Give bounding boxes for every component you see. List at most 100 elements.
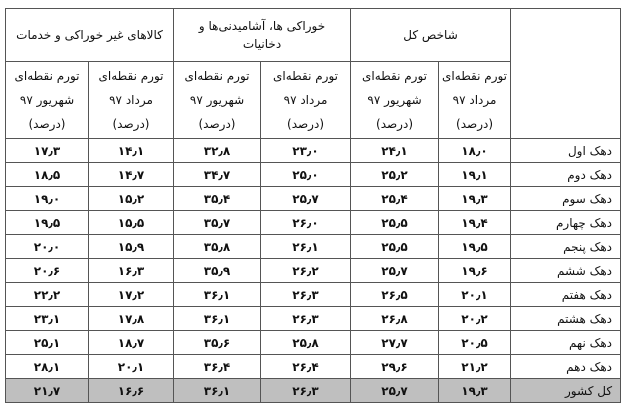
header-line: (درصد) [198, 117, 236, 131]
table-row: دهک نهم ۲۰٫۵ ۲۷٫۷ ۲۵٫۸ ۳۵٫۶ ۱۸٫۷ ۲۵٫۱ [5, 330, 622, 355]
group-header: خوراکی ها، آشامیدنی‌ها و دخانیات [172, 8, 352, 62]
value-cell: ۳۴٫۷ [172, 162, 262, 187]
value-cell: ۳۵٫۸ [172, 234, 262, 259]
header-line: تورم نقطه‌ای [362, 69, 428, 83]
header-line: (درصد) [287, 117, 325, 131]
value-cell: ۲۶٫۳ [260, 378, 352, 403]
table-row: دهک چهارم ۱۹٫۴ ۲۵٫۵ ۲۶٫۰ ۳۵٫۷ ۱۵٫۵ ۱۹٫۵ [5, 210, 622, 235]
value-cell: ۲۳٫۰ [260, 138, 352, 163]
table-row: دهک ششم ۱۹٫۶ ۲۵٫۷ ۲۶٫۲ ۳۵٫۹ ۱۶٫۳ ۲۰٫۶ [5, 258, 622, 283]
value-cell: ۳۵٫۶ [172, 330, 262, 355]
value-cell: ۱۸٫۰ [438, 138, 512, 163]
header-line: (درصد) [456, 117, 494, 131]
row-label: دهک چهارم [510, 210, 622, 235]
value-cell: ۱۸٫۷ [88, 330, 174, 355]
value-cell: ۲۵٫۵ [350, 234, 440, 259]
value-cell: ۲۷٫۷ [350, 330, 440, 355]
header-line: (درصد) [112, 117, 150, 131]
value-cell: ۱۹٫۵ [5, 210, 89, 235]
value-cell: ۲۹٫۶ [350, 354, 440, 379]
value-cell: ۱۶٫۳ [88, 258, 174, 283]
table-row: دهک سوم ۱۹٫۳ ۲۵٫۴ ۲۵٫۷ ۳۵٫۴ ۱۵٫۲ ۱۹٫۰ [5, 186, 622, 211]
header-line: شهریور ۹۷ [367, 93, 422, 107]
table-row: دهک اول ۱۸٫۰ ۲۴٫۱ ۲۳٫۰ ۳۲٫۸ ۱۴٫۱ ۱۷٫۳ [5, 138, 622, 163]
value-cell: ۲۵٫۵ [350, 210, 440, 235]
group-header: کالاهای غیر خوراکی و خدمات [5, 8, 174, 62]
value-cell: ۲۱٫۲ [438, 354, 512, 379]
row-label: دهک دهم [510, 354, 622, 379]
value-cell: ۳۲٫۸ [172, 138, 262, 163]
header-line: تورم نقطه‌ای [98, 69, 164, 83]
value-cell: ۳۶٫۱ [172, 378, 262, 403]
value-cell: ۲۸٫۱ [5, 354, 89, 379]
value-cell: ۲۱٫۷ [5, 378, 89, 403]
value-cell: ۲۶٫۲ [260, 258, 352, 283]
value-cell: ۱۹٫۵ [438, 234, 512, 259]
value-cell: ۲۰٫۵ [438, 330, 512, 355]
corner-cell [510, 8, 622, 139]
value-cell: ۲۶٫۵ [350, 282, 440, 307]
value-cell: ۲۴٫۱ [350, 138, 440, 163]
value-cell: ۲۵٫۰ [260, 162, 352, 187]
value-cell: ۲۶٫۸ [350, 306, 440, 331]
table-body: دهک اول ۱۸٫۰ ۲۴٫۱ ۲۳٫۰ ۳۲٫۸ ۱۴٫۱ ۱۷٫۳ دهک دوم ۱۹… [5, 138, 622, 403]
row-label: دهک هفتم [510, 282, 622, 307]
column-header: تورم نقطه‌ای مرداد ۹۷ (درصد) [438, 61, 512, 139]
row-label: کل کشور [510, 378, 622, 403]
value-cell: ۳۶٫۱ [172, 306, 262, 331]
value-cell: ۱۶٫۶ [88, 378, 174, 403]
value-cell: ۲۰٫۱ [88, 354, 174, 379]
value-cell: ۱۷٫۸ [88, 306, 174, 331]
header-line: تورم نقطه‌ای [442, 69, 508, 83]
value-cell: ۲۵٫۷ [260, 186, 352, 211]
header-line: مرداد ۹۷ [283, 93, 328, 107]
value-cell: ۱۷٫۲ [88, 282, 174, 307]
header-line: تورم نقطه‌ای [273, 69, 339, 83]
value-cell: ۱۹٫۶ [438, 258, 512, 283]
table-row: دهک پنجم ۱۹٫۵ ۲۵٫۵ ۲۶٫۱ ۳۵٫۸ ۱۵٫۹ ۲۰٫۰ [5, 234, 622, 259]
value-cell: ۳۶٫۴ [172, 354, 262, 379]
value-cell: ۳۶٫۱ [172, 282, 262, 307]
value-cell: ۱۸٫۵ [5, 162, 89, 187]
header-line: (درصد) [376, 117, 414, 131]
header-line: مرداد ۹۷ [109, 93, 153, 107]
value-cell: ۳۵٫۴ [172, 186, 262, 211]
value-cell: ۱۹٫۳ [438, 186, 512, 211]
value-cell: ۱۷٫۳ [5, 138, 89, 163]
table-row: کل کشور ۱۹٫۳ ۲۵٫۷ ۲۶٫۳ ۳۶٫۱ ۱۶٫۶ ۲۱٫۷ [5, 378, 622, 403]
value-cell: ۲۵٫۷ [350, 378, 440, 403]
value-cell: ۱۵٫۵ [88, 210, 174, 235]
header-row: شاخص کل خوراکی ها، آشامیدنی‌ها و دخانیات ک… [5, 8, 622, 139]
header-line: (درصد) [28, 117, 66, 131]
row-label: دهک اول [510, 138, 622, 163]
table-row: دهک دهم ۲۱٫۲ ۲۹٫۶ ۲۶٫۴ ۳۶٫۴ ۲۰٫۱ ۲۸٫۱ [5, 354, 622, 379]
value-cell: ۲۰٫۰ [5, 234, 89, 259]
value-cell: ۲۵٫۷ [350, 258, 440, 283]
value-cell: ۲۶٫۳ [260, 282, 352, 307]
column-header: تورم نقطه‌ای شهریور ۹۷ (درصد) [5, 61, 89, 139]
row-label: دهک دوم [510, 162, 622, 187]
value-cell: ۲۶٫۱ [260, 234, 352, 259]
header-line: شهریور ۹۷ [189, 93, 245, 107]
value-cell: ۲۲٫۲ [5, 282, 89, 307]
row-label: دهک پنجم [510, 234, 622, 259]
table-row: دهک هفتم ۲۰٫۱ ۲۶٫۵ ۲۶٫۳ ۳۶٫۱ ۱۷٫۲ ۲۲٫۲ [5, 282, 622, 307]
value-cell: ۱۹٫۳ [438, 378, 512, 403]
value-cell: ۱۹٫۰ [5, 186, 89, 211]
group-header: شاخص کل [350, 8, 512, 62]
row-label: دهک هشتم [510, 306, 622, 331]
column-header: تورم نقطه‌ای شهریور ۹۷ (درصد) [350, 61, 440, 139]
value-cell: ۲۶٫۳ [260, 306, 352, 331]
value-cell: ۱۹٫۴ [438, 210, 512, 235]
value-cell: ۲۳٫۱ [5, 306, 89, 331]
inflation-table: شاخص کل خوراکی ها، آشامیدنی‌ها و دخانیات ک… [5, 8, 622, 403]
value-cell: ۲۵٫۱ [5, 330, 89, 355]
column-header: تورم نقطه‌ای مرداد ۹۷ (درصد) [88, 61, 174, 139]
value-cell: ۲۰٫۱ [438, 282, 512, 307]
column-header: تورم نقطه‌ای مرداد ۹۷ (درصد) [260, 61, 352, 139]
row-label: دهک نهم [510, 330, 622, 355]
value-cell: ۱۴٫۱ [88, 138, 174, 163]
table-header: شاخص کل خوراکی ها، آشامیدنی‌ها و دخانیات ک… [5, 8, 622, 139]
value-cell: ۲۰٫۲ [438, 306, 512, 331]
